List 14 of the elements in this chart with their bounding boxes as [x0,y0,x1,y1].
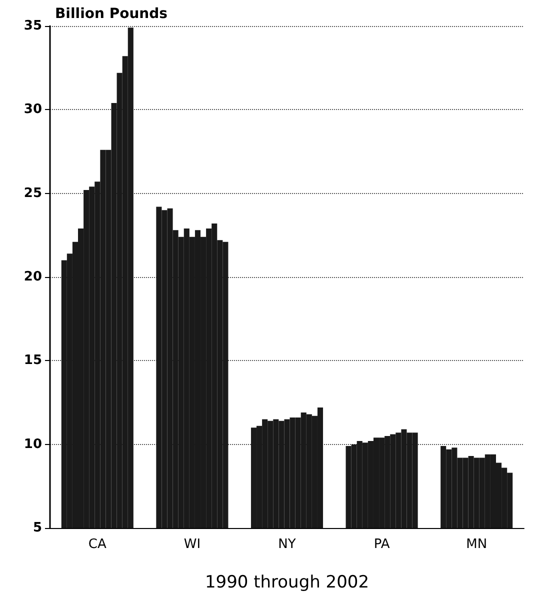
y-tick-label: 10 [24,436,42,452]
x-axis-title: 1990 through 2002 [204,572,370,592]
x-tick-label: WI [184,537,201,552]
y-tick-label: 20 [24,270,42,284]
y-axis-title: Billion Pounds [55,6,168,22]
x-tick-label: PA [374,537,390,552]
y-tick-label: 35 [24,18,42,34]
y-tick-label: 15 [24,353,42,368]
x-tick-label: NY [278,537,296,552]
y-tick-label: 30 [24,102,42,118]
y-tick-label: 5 [32,520,42,536]
x-tick-label: MN [466,537,488,552]
y-tick-label: 25 [24,186,42,201]
x-tick-label: CA [88,537,106,552]
